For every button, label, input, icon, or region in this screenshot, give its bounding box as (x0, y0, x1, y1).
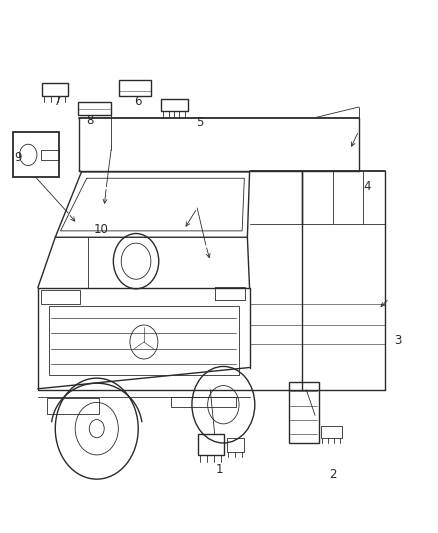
Bar (42, 83, 68, 96)
Bar (227, 438, 244, 451)
Text: 3: 3 (394, 334, 402, 348)
Bar (41, 290, 80, 304)
Text: 6: 6 (134, 95, 142, 108)
Text: 4: 4 (364, 180, 371, 193)
Text: 7: 7 (54, 95, 61, 108)
Text: 9: 9 (14, 151, 22, 164)
Bar (41, 150, 59, 160)
Bar (321, 426, 342, 438)
Bar (289, 382, 318, 443)
Text: 2: 2 (329, 469, 336, 481)
Bar (171, 397, 237, 407)
Text: 10: 10 (94, 223, 109, 236)
Bar (198, 434, 224, 455)
Text: 8: 8 (87, 114, 94, 127)
Text: 5: 5 (196, 117, 203, 130)
Bar (78, 102, 111, 115)
Bar (13, 132, 59, 177)
Bar (161, 99, 187, 111)
Bar (46, 398, 99, 414)
Text: 1: 1 (215, 463, 223, 476)
Bar (49, 306, 239, 375)
Bar (119, 80, 151, 96)
